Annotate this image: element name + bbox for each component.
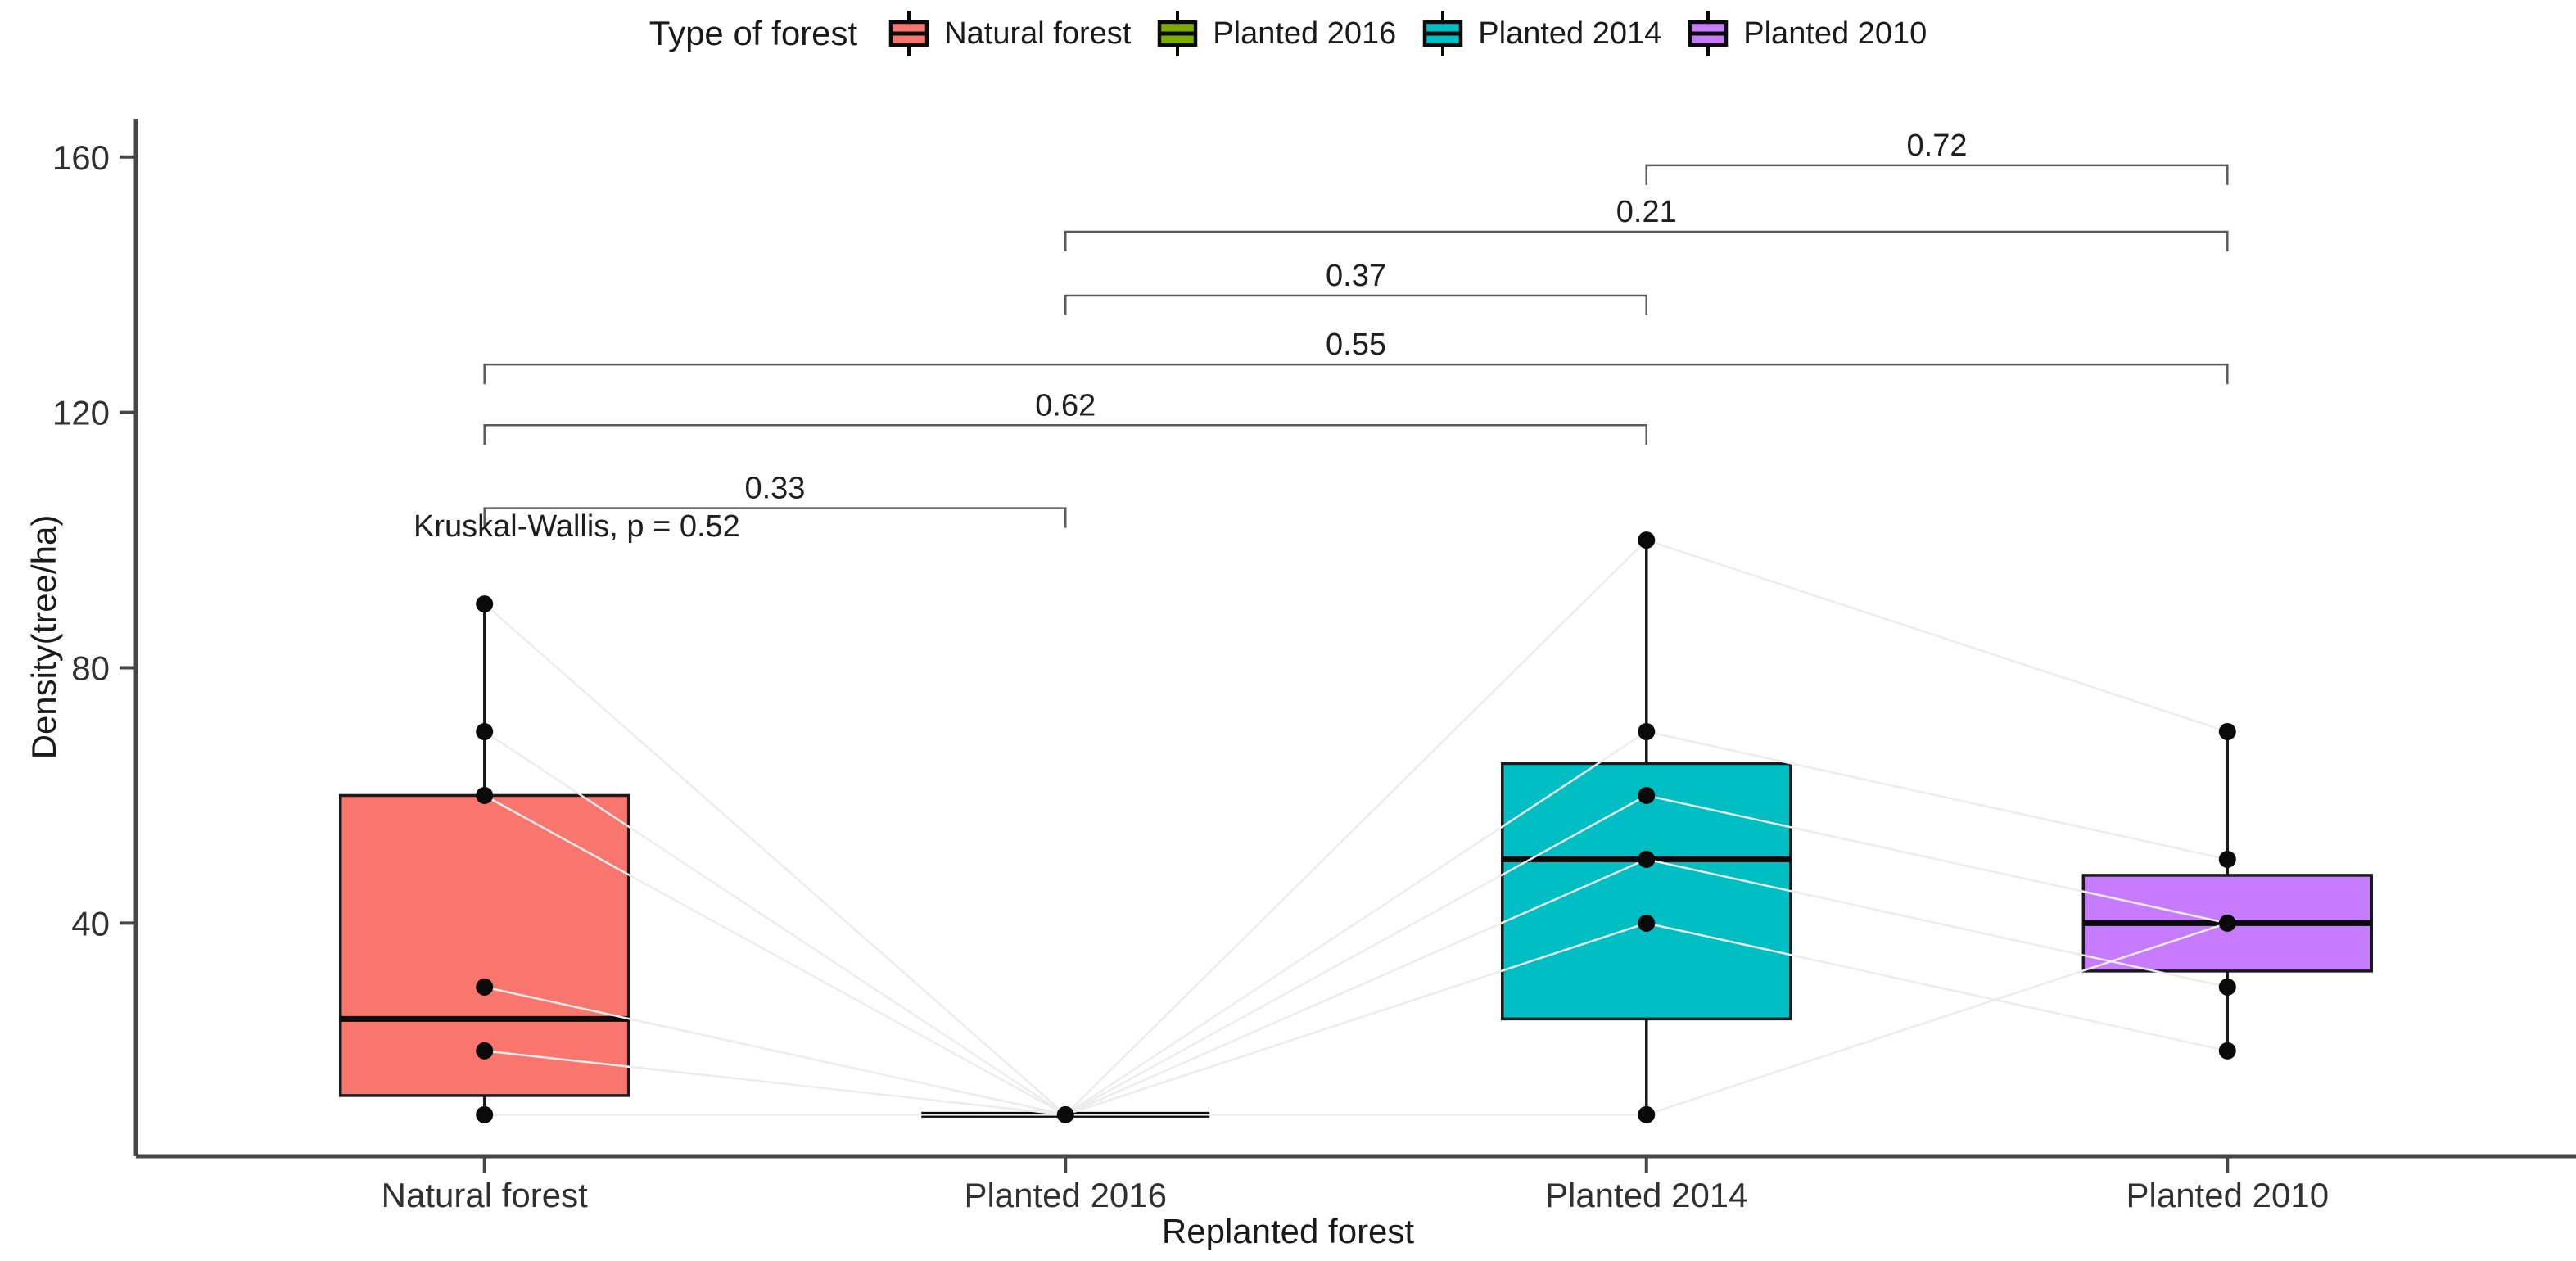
pair-line [1064, 730, 1647, 1116]
pair-line [1646, 730, 2228, 861]
legend-item-label: Natural forest [944, 16, 1132, 51]
box [1501, 762, 1792, 1021]
data-point [2218, 723, 2236, 741]
p-value-label: 0.21 [1616, 195, 1677, 229]
x-axis-title: Replanted forest [1161, 1212, 1415, 1250]
x-tick-label-planted-2014: Planted 2014 [1545, 1176, 1748, 1214]
pair-line [1646, 858, 2228, 988]
pair-line [1064, 794, 1647, 1116]
legend-item-label: Planted 2010 [1743, 16, 1927, 51]
pair-line [1064, 858, 1647, 1116]
significance-bracket [1064, 230, 2229, 252]
p-value-label: 0.55 [1326, 328, 1386, 362]
legend-item-label: Planted 2014 [1478, 16, 1662, 51]
boxplot-planted-2010 [2081, 731, 2374, 1051]
data-point [1638, 850, 1656, 868]
significance-bracket [1064, 294, 1648, 315]
data-point [2218, 914, 2236, 932]
kruskal-wallis-label: Kruskal-Wallis, p = 0.52 [414, 509, 740, 544]
data-point [2218, 850, 2236, 868]
significance-bracket [483, 363, 2229, 385]
legend-key-boxplot-icon [1423, 11, 1463, 56]
y-tick-label-40: 40 [71, 904, 110, 942]
legend-title: Type of forest [649, 14, 858, 52]
y-tick-label-120: 120 [52, 394, 110, 432]
pair-line [1064, 539, 1647, 1116]
legend-item-planted-2014: Planted 2014 [1419, 8, 1661, 59]
data-point [1638, 786, 1656, 804]
legend-item-planted-2016: Planted 2016 [1154, 8, 1396, 59]
x-tick-label-planted-2016: Planted 2016 [964, 1176, 1167, 1214]
pair-line [1646, 922, 2228, 1052]
data-point [1638, 914, 1656, 932]
legend-key-boxplot-icon [888, 11, 929, 56]
data-point [2218, 1042, 2236, 1060]
data-point [1056, 1105, 1074, 1123]
pair-line [484, 730, 1066, 1116]
data-point [476, 786, 494, 804]
data-point [476, 1042, 494, 1060]
legend-key-boxplot-icon [1688, 11, 1729, 56]
y-axis-title: Density(tree/ha) [25, 514, 63, 760]
pair-line [484, 794, 1066, 1116]
data-point [2218, 978, 2236, 996]
p-value-label: 0.37 [1326, 259, 1386, 293]
significance-bracket [483, 424, 1648, 445]
pair-line [1064, 922, 1647, 1116]
legend-item-label: Planted 2016 [1213, 16, 1397, 51]
legend-item-planted-2010: Planted 2010 [1684, 8, 1927, 59]
legend-item-natural-forest: Natural forest [885, 8, 1131, 59]
data-point [1638, 1105, 1656, 1123]
data-point [1638, 531, 1656, 549]
pair-line [484, 986, 1066, 1116]
p-value-label: 0.33 [744, 472, 805, 506]
significance-bracket [1645, 164, 2229, 185]
x-tick-label-planted-2010: Planted 2010 [2126, 1176, 2330, 1214]
data-point [476, 1105, 494, 1123]
pair-line [1646, 922, 2228, 1116]
p-value-label: 0.62 [1035, 388, 1096, 423]
legend-key-boxplot-icon [1158, 11, 1198, 56]
pair-line [1646, 539, 2228, 733]
y-tick-label-160: 160 [52, 138, 110, 177]
p-value-label: 0.72 [1907, 129, 1968, 163]
pair-line [1646, 794, 2228, 924]
data-point [476, 595, 494, 613]
data-point [476, 978, 494, 996]
data-point [1638, 723, 1656, 741]
pair-line [484, 1050, 1066, 1116]
pair-line [483, 603, 1067, 1116]
x-tick-label-natural-forest: Natural forest [382, 1176, 588, 1214]
y-tick-label-80: 80 [71, 649, 110, 688]
boxplot-natural-forest [338, 603, 630, 1115]
data-point [476, 723, 494, 741]
boxplot-planted-2014 [1501, 540, 1792, 1115]
significance-bracket [483, 507, 1067, 528]
legend: Type of forest Natural forest Planted 201… [0, 8, 2576, 59]
